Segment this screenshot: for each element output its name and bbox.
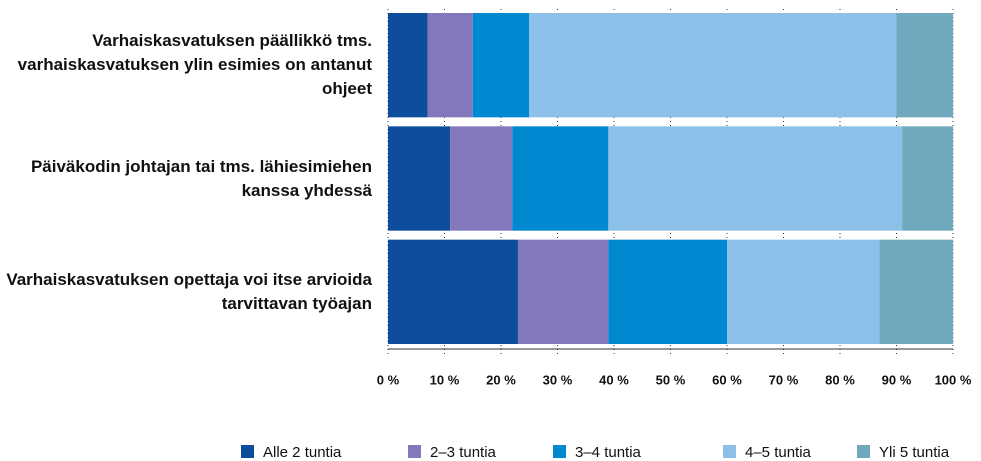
legend-swatch [553,445,566,458]
x-tick-label: 100 % [935,372,972,387]
x-tick-label: 50 % [656,372,686,387]
legend-label: 4–5 tuntia [745,444,812,461]
x-tick-label: 20 % [486,372,516,387]
bar-segment [727,239,880,344]
bar-segment [427,13,473,118]
bar-segment [529,13,897,118]
category-label: Varhaiskasvatuksen päällikkö tms. varhai… [17,31,372,99]
x-tick-label: 70 % [769,372,799,387]
x-tick-label: 30 % [543,372,573,387]
legend-swatch [857,445,870,458]
bar-segment [450,126,513,231]
x-tick-label: 80 % [825,372,855,387]
x-tick-label: 40 % [599,372,629,387]
legend-swatch [723,445,736,458]
legend-label: 2–3 tuntia [430,444,497,461]
category-label: Päiväkodin johtajan tai tms. lähiesimieh… [30,156,372,200]
bar-segment [902,126,953,231]
bar-segment [512,126,609,231]
bar-segment [896,13,953,118]
bar-segment [388,239,518,344]
legend-swatch [241,445,254,458]
category-label: Varhaiskasvatuksen opettaja voi itse arv… [6,269,372,313]
bar-segment [472,13,530,118]
x-tick-label: 60 % [712,372,742,387]
x-tick-label: 0 % [377,372,400,387]
bar-segment [517,239,609,344]
x-tick-label: 90 % [882,372,912,387]
bar-segment [388,126,451,231]
legend-label: 3–4 tuntia [575,444,642,461]
legend-swatch [408,445,421,458]
bar-segment [388,13,428,118]
x-tick-label: 10 % [430,372,460,387]
bar-segment [608,126,903,231]
legend-label: Yli 5 tuntia [879,444,950,461]
legend-label: Alle 2 tuntia [263,444,342,461]
bar-segment [608,239,727,344]
bar-segment [879,239,953,344]
